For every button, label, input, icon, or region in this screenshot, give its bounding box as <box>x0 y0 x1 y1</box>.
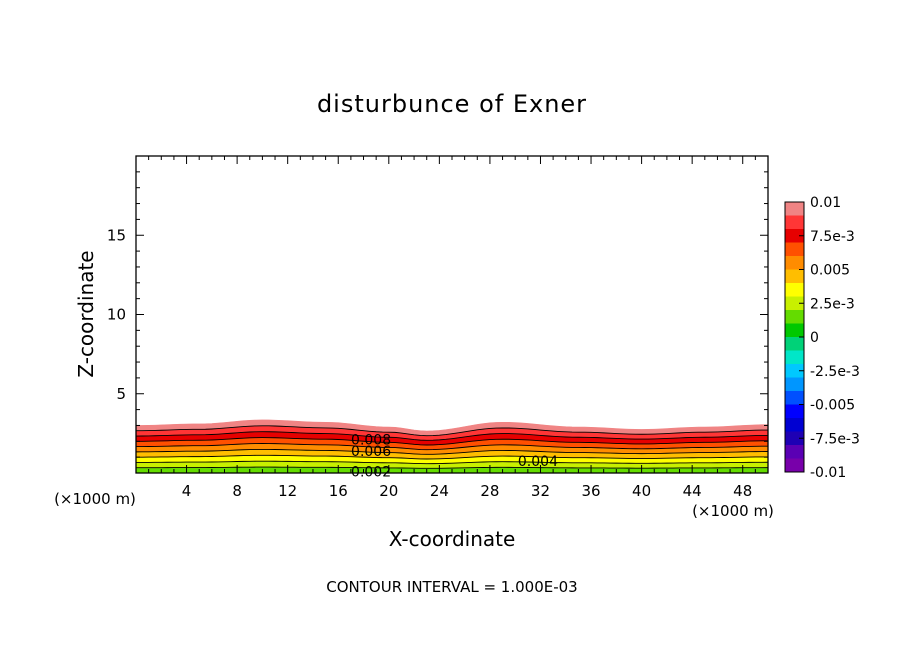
x-tick-label: 28 <box>480 482 499 500</box>
colorbar-swatch <box>785 418 804 432</box>
colorbar-swatch <box>785 242 804 257</box>
contour-line-1 <box>135 466 769 469</box>
colorbar-tick-label: -2.5e-3 <box>810 364 860 380</box>
x-tick-label: 12 <box>278 482 297 500</box>
x-tick-label: 24 <box>430 482 449 500</box>
colorbar-swatch <box>785 229 804 243</box>
x-axis-ticks: 4 8 12 16 20 24 28 32 36 40 44 48 <box>148 156 756 500</box>
contour-line-3 <box>135 454 769 460</box>
colorbar-tick-label: 0.005 <box>810 263 850 279</box>
contour-label-1: 0.008 <box>351 433 391 449</box>
colorbar-swatch <box>785 296 804 311</box>
y-tick-label: 5 <box>116 385 126 403</box>
contour-label-2: 0.006 <box>351 444 391 460</box>
contour-line-5 <box>135 443 769 451</box>
x-tick-label: 36 <box>581 482 600 500</box>
x-unit-left: (×1000 m) <box>54 490 136 508</box>
x-tick-label: 40 <box>632 482 651 500</box>
y-tick-label: 10 <box>107 306 126 324</box>
x-unit-right: (×1000 m) <box>692 502 774 520</box>
colorbar-tick-label: -0.005 <box>810 398 855 414</box>
colorbar-swatch <box>785 215 804 230</box>
contour-line-2 <box>135 460 769 465</box>
x-tick-label: 20 <box>379 482 398 500</box>
colorbar-swatch <box>785 391 804 405</box>
colorbar-swatch <box>785 445 804 459</box>
colorbar-swatch <box>785 458 804 473</box>
x-tick-label: 4 <box>182 482 192 500</box>
x-tick-label: 16 <box>329 482 348 500</box>
x-tick-label: 44 <box>683 482 702 500</box>
colorbar-swatch <box>785 283 804 297</box>
contour-label-3: 0.004 <box>518 454 558 470</box>
colorbar-tick-label: 2.5e-3 <box>810 296 855 312</box>
colorbar-tick-label: 0.01 <box>810 195 841 211</box>
colorbar-swatch <box>785 269 804 284</box>
colorbar-tick-label: 0 <box>810 330 819 346</box>
colorbar-tick-label: 7.5e-3 <box>810 229 855 245</box>
contour-line-7 <box>135 431 769 441</box>
colorbar-swatch <box>785 323 804 338</box>
x-tick-label: 48 <box>733 482 752 500</box>
colorbar-swatch <box>785 256 804 270</box>
y-tick-label: 15 <box>107 226 126 244</box>
contour-interval-note: CONTOUR INTERVAL = 1.000E-03 <box>326 578 577 596</box>
colorbar-swatch <box>785 310 804 324</box>
colorbar-tick-label: -7.5e-3 <box>810 431 860 447</box>
x-tick-label: 8 <box>232 482 242 500</box>
colorbar-swatch <box>785 202 804 216</box>
x-axis-label: X-coordinate <box>389 527 516 551</box>
colorbar-swatch <box>785 364 804 378</box>
colorbar: 0.01 7.5e-3 0.005 2.5e-3 0 -2.5e-3 -0.005 -7.5e… <box>784 195 860 481</box>
colorbar-swatch <box>785 337 804 351</box>
colorbar-swatch <box>785 350 804 365</box>
contour-line-4 <box>135 448 769 455</box>
y-axis-label: Z-coordinate <box>74 250 98 377</box>
chart-title: disturbunce of Exner <box>317 90 587 118</box>
colorbar-tick-label: -0.01 <box>810 465 846 481</box>
colorbar-swatch <box>785 404 804 419</box>
colorbar-swatch <box>785 431 804 446</box>
contour-line-6 <box>135 437 769 446</box>
contour-line-8 <box>135 425 769 437</box>
y-axis-ticks: 5 10 15 <box>107 171 768 458</box>
colorbar-swatch <box>785 377 804 392</box>
x-tick-label: 32 <box>531 482 550 500</box>
